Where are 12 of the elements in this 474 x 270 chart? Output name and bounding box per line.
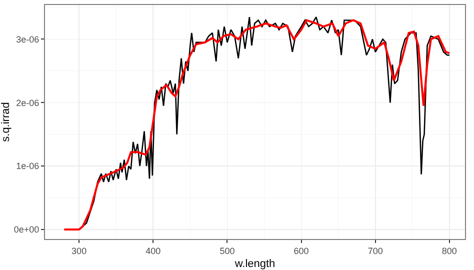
y-tick-label: 1e-06 bbox=[16, 161, 40, 172]
x-tick-label: 700 bbox=[368, 246, 383, 256]
x-tick-label: 500 bbox=[220, 246, 235, 256]
y-tick-label: 0e+00 bbox=[14, 224, 40, 235]
y-tick-label: 2e-06 bbox=[16, 98, 40, 108]
x-tick-label: 300 bbox=[72, 246, 87, 256]
x-tick-label: 400 bbox=[146, 246, 161, 256]
y-tick-label: 3e-06 bbox=[16, 34, 40, 44]
x-axis-title: w.length bbox=[234, 258, 276, 270]
x-tick-label: 600 bbox=[294, 246, 309, 256]
x-tick-label: 800 bbox=[442, 246, 457, 256]
y-axis-title: s.q.irrad bbox=[0, 102, 12, 142]
